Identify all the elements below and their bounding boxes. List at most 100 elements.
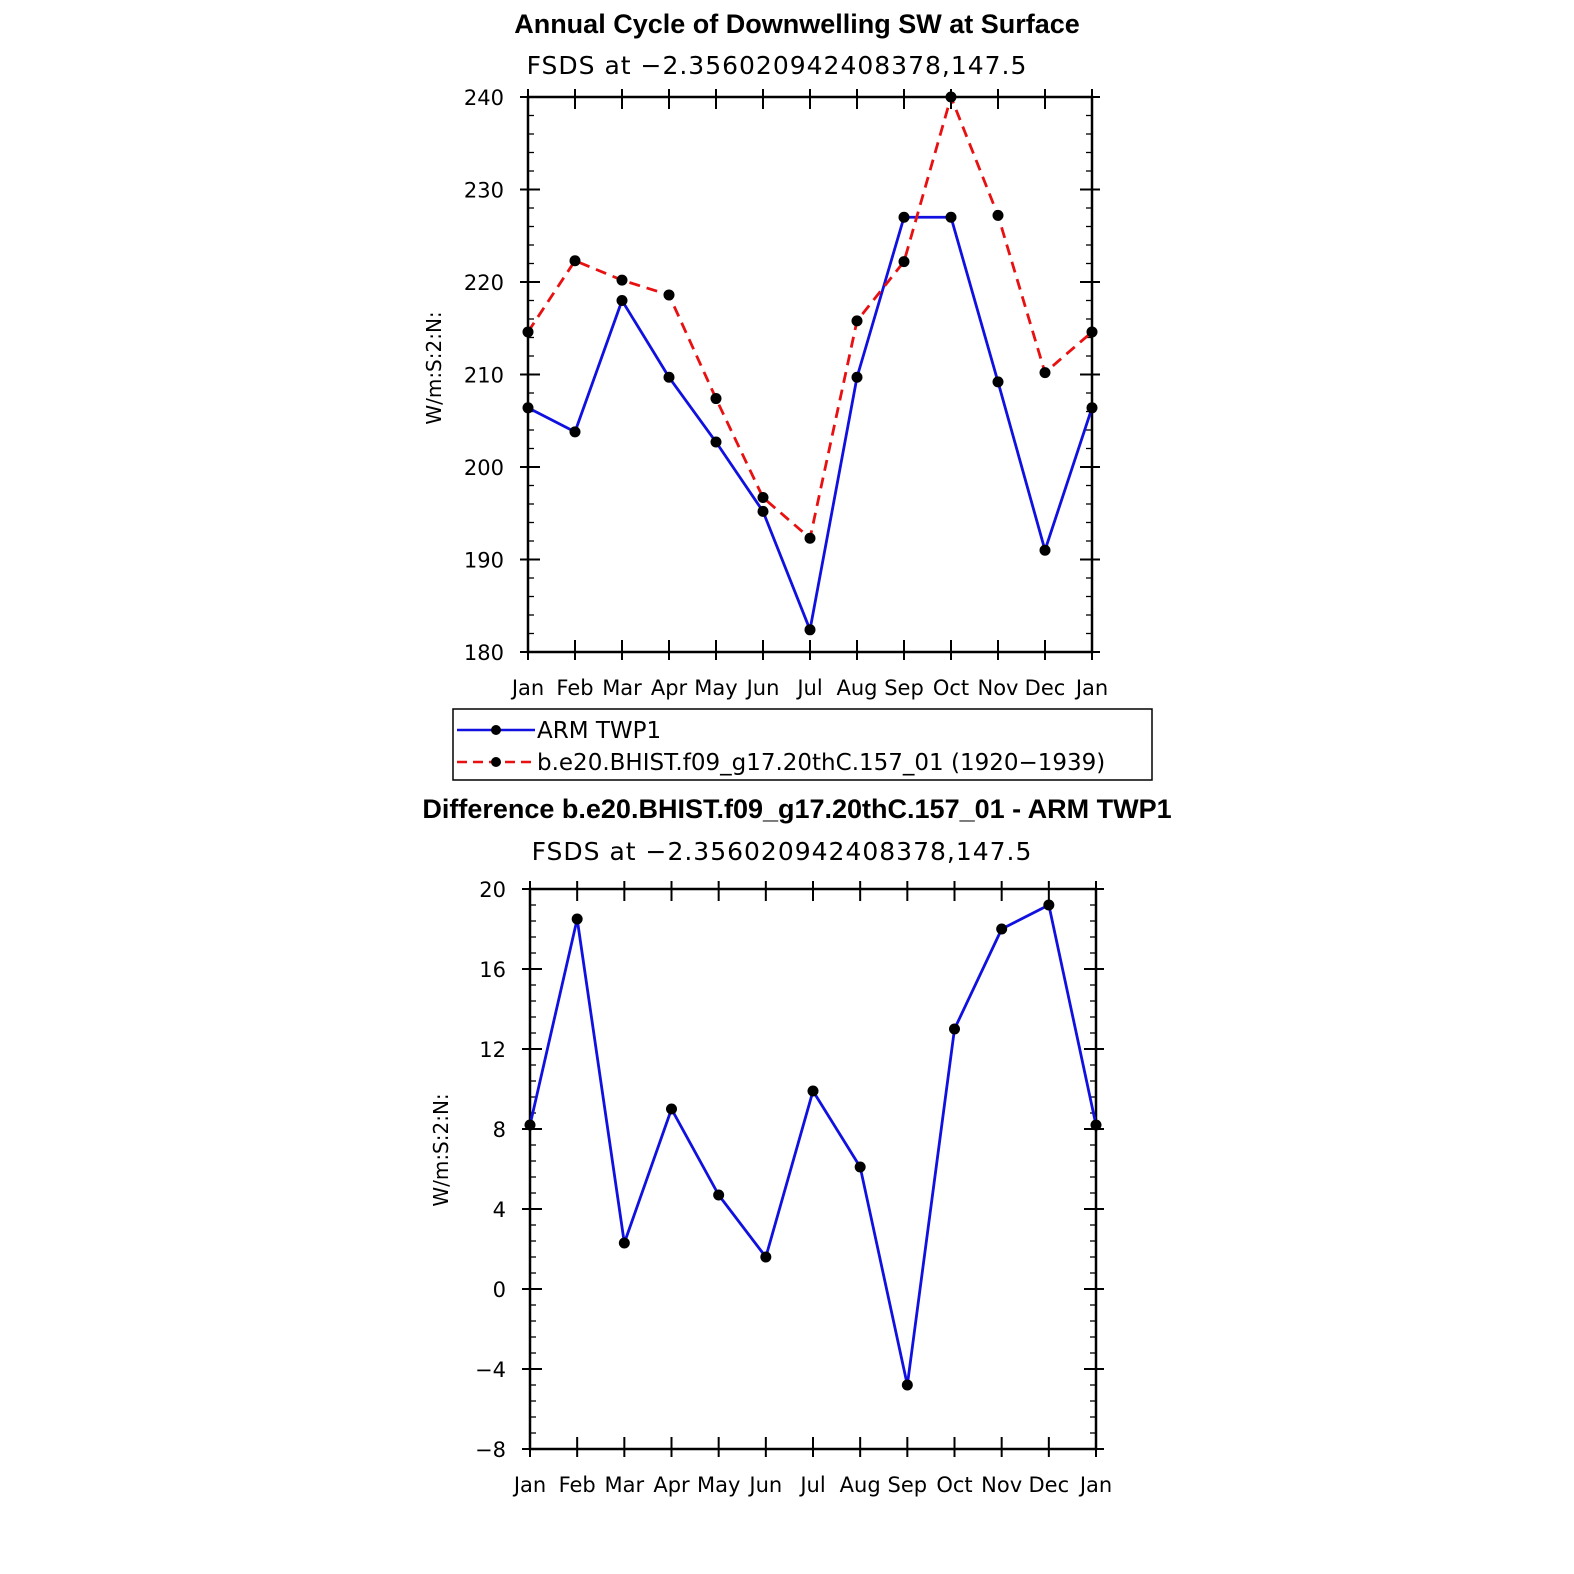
x-tick-label: Mar: [605, 1473, 645, 1497]
series-layer: [524, 899, 1102, 1391]
axes: [520, 89, 1100, 660]
x-tick-label: Sep: [888, 1473, 928, 1497]
series-point-1: [710, 393, 722, 405]
y-tick-label: 8: [493, 1118, 506, 1142]
series-point-0: [616, 295, 628, 306]
axes: [522, 881, 1104, 1457]
series-point-0: [996, 923, 1008, 935]
x-tick-label: Jul: [798, 1473, 825, 1497]
series-point-0: [992, 376, 1004, 388]
y-tick-label: 210: [464, 364, 504, 388]
y-axis-label: W/m:S:2:N:: [422, 311, 446, 424]
series-point-1: [945, 91, 957, 103]
plot-frame: [526, 95, 1094, 654]
x-tick-label: Dec: [1025, 676, 1066, 700]
series-point-0: [522, 402, 534, 414]
legend: ARM TWP1 b.e20.BHIST.f09_g17.20thC.157_0…: [452, 708, 1153, 781]
series-point-1: [851, 315, 863, 327]
legend-box: [452, 708, 1153, 781]
series-point-1: [898, 256, 910, 268]
series-line-1: [526, 95, 1093, 540]
y-tick-label: 0: [493, 1278, 506, 1302]
series-point-0: [854, 1161, 866, 1173]
y-tick-label: 16: [479, 958, 506, 982]
series-point-0: [807, 1085, 819, 1097]
series-point-0: [898, 211, 910, 223]
y-tick-label: 12: [479, 1038, 506, 1062]
y-tick-label: 20: [479, 878, 506, 902]
series-point-0: [524, 1119, 536, 1131]
y-tick-label: 230: [464, 179, 504, 203]
series-point-1: [569, 255, 581, 267]
x-tick-label: Jul: [795, 676, 822, 700]
x-tick-label: Oct: [933, 676, 969, 700]
series-point-1: [804, 532, 816, 544]
tick-labels: Jan Feb Mar Apr May Jun Jul Aug Sep Oct Nov Dec Jan−…: [475, 878, 1112, 1497]
series-point-1: [616, 274, 628, 286]
x-tick-label: Apr: [653, 1473, 690, 1497]
x-tick-label: Aug: [840, 1473, 881, 1497]
x-tick-label: Jan: [510, 676, 544, 700]
x-tick-label: Apr: [651, 676, 688, 700]
y-axis-label: W/m:S:2:N:: [429, 1093, 453, 1206]
x-tick-label: May: [694, 676, 737, 700]
x-tick-label: Nov: [981, 1473, 1022, 1497]
x-tick-label: Jun: [747, 1473, 782, 1497]
x-tick-label: Nov: [978, 676, 1019, 700]
y-tick-label: 4: [493, 1198, 506, 1222]
series-point-1: [522, 326, 534, 338]
series-layer: [522, 91, 1098, 636]
x-tick-label: Jan: [512, 1473, 546, 1497]
series-line-0: [527, 215, 1094, 632]
series-line-0: [528, 903, 1098, 1387]
series-point-1: [663, 289, 675, 301]
tick-labels: Jan Feb Mar Apr May Jun Jul Aug Sep Oct Nov Dec Jan1…: [464, 86, 1108, 700]
series-point-0: [571, 913, 583, 925]
series-point-1: [992, 209, 1004, 221]
series-point-0: [851, 371, 863, 383]
series-point-1: [1086, 326, 1098, 338]
series-point-1: [757, 492, 769, 504]
series-point-0: [760, 1251, 772, 1263]
x-tick-label: Jan: [1074, 676, 1108, 700]
series-point-0: [1039, 544, 1051, 556]
x-tick-label: Feb: [556, 676, 593, 700]
legend-label-model: b.e20.BHIST.f09_g17.20thC.157_01 (1920−1…: [537, 750, 1105, 776]
series-point-0: [663, 371, 675, 383]
series-point-0: [945, 211, 957, 223]
series-point-0: [1086, 402, 1098, 414]
series-point-0: [569, 426, 581, 438]
chart-title: Annual Cycle of Downwelling SW at Surfac…: [514, 9, 1080, 39]
x-tick-label: Mar: [602, 676, 642, 700]
x-tick-label: Sep: [884, 676, 924, 700]
series-point-0: [1090, 1119, 1102, 1131]
legend-marker-arm: [491, 725, 501, 735]
annual-cycle-chart: Annual Cycle of Downwelling SW at Surfac…: [422, 9, 1108, 700]
difference-chart: Difference b.e20.BHIST.f09_g17.20thC.157…: [422, 794, 1171, 1497]
y-tick-label: 240: [464, 86, 504, 110]
series-point-0: [949, 1023, 960, 1035]
x-tick-label: Feb: [559, 1473, 596, 1497]
x-tick-label: Aug: [836, 676, 877, 700]
y-tick-label: 190: [464, 549, 504, 573]
y-tick-label: 180: [464, 641, 504, 665]
x-tick-label: May: [697, 1473, 740, 1497]
chart-title: Difference b.e20.BHIST.f09_g17.20thC.157…: [422, 794, 1171, 824]
series-point-0: [901, 1379, 913, 1391]
legend-marker-model: [491, 757, 501, 767]
series-point-0: [757, 505, 769, 517]
y-tick-label: 220: [464, 271, 504, 295]
chart-subtitle: FSDS at −2.356020942408378,147.5: [532, 837, 1033, 866]
legend-label-arm: ARM TWP1: [537, 718, 661, 744]
x-tick-label: Oct: [936, 1473, 972, 1497]
series-point-0: [666, 1103, 677, 1115]
series-point-0: [713, 1189, 725, 1201]
y-tick-label: −8: [475, 1438, 506, 1462]
series-point-0: [1043, 899, 1055, 911]
x-tick-label: Jun: [745, 676, 780, 700]
series-point-0: [804, 624, 816, 636]
y-tick-label: −4: [475, 1358, 506, 1382]
series-point-0: [618, 1237, 630, 1249]
series-point-0: [710, 436, 722, 448]
